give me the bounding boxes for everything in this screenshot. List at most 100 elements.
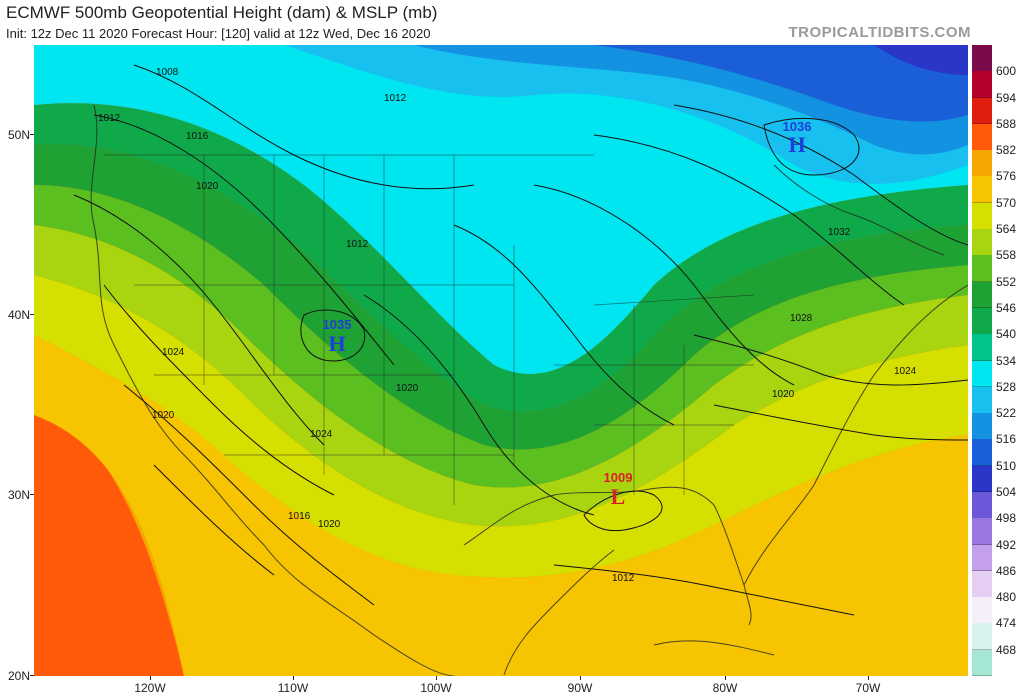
color-scale-label: 594 [996, 90, 1017, 105]
color-swatch [972, 229, 992, 256]
chart-title: ECMWF 500mb Geopotential Height (dam) & … [6, 3, 438, 22]
color-scale-label: 486 [996, 563, 1017, 578]
color-swatch [972, 439, 992, 467]
pressure-center-high-east: 1036 H [783, 119, 812, 157]
isobar-label: 1020 [152, 410, 175, 421]
color-swatch [972, 623, 992, 651]
color-swatch [972, 413, 992, 440]
isobar-label: 1020 [772, 389, 795, 400]
color-scale-label: 468 [996, 642, 1017, 657]
isobar-label: 1008 [156, 67, 179, 78]
color-scale-label: 558 [996, 248, 1017, 263]
color-swatch [972, 202, 992, 230]
lon-tick [580, 676, 581, 680]
svg-text:H: H [788, 132, 805, 157]
isobar-label: 1016 [288, 511, 311, 522]
lat-tick [30, 134, 34, 135]
band-552 [34, 185, 968, 488]
coastlines [90, 104, 968, 676]
lat-tick [30, 314, 34, 315]
color-scale-label: 582 [996, 143, 1017, 158]
color-swatch [972, 570, 992, 598]
color-scale-label: 492 [996, 537, 1017, 552]
color-swatch [972, 465, 992, 493]
svg-text:L: L [611, 484, 626, 509]
map-panel: 1008 1012 1016 1020 1012 1024 1020 1020 … [34, 45, 968, 676]
lat-label-30n: 30N [7, 488, 30, 502]
pressure-center-low-gulf: 1009 L [604, 470, 633, 509]
source-credit: TROPICALTIDBITS.COM [788, 24, 971, 41]
color-swatch [972, 97, 992, 125]
color-scale-label: 570 [996, 195, 1017, 210]
color-scale-label: 576 [996, 169, 1017, 184]
color-scale-label: 528 [996, 379, 1017, 394]
lon-label-80w: 80W [712, 681, 738, 695]
isobar-label: 1012 [98, 113, 121, 124]
isobar-label: 1012 [346, 239, 369, 250]
lon-tick [868, 676, 869, 680]
band-558 [34, 225, 968, 527]
color-scale-label: 534 [996, 353, 1017, 368]
isobar-label: 1016 [186, 131, 209, 142]
color-scale-label: 480 [996, 590, 1017, 605]
lat-tick [30, 494, 34, 495]
isobar-label: 1032 [828, 227, 851, 238]
color-swatch [972, 386, 992, 414]
isobar-label: 1012 [384, 93, 407, 104]
color-swatch [972, 649, 992, 677]
color-swatch [972, 281, 992, 309]
color-swatch [972, 307, 992, 335]
band-546 [34, 144, 968, 450]
lon-label-70w: 70W [855, 681, 881, 695]
pressure-center-high-west: 1035 H [323, 317, 352, 356]
band-540 [34, 103, 968, 413]
isobar-label: 1020 [396, 383, 419, 394]
color-swatch [972, 334, 992, 361]
color-scale-label: 504 [996, 484, 1017, 499]
lon-label-120w: 120W [134, 681, 166, 695]
lon-label-90w: 90W [567, 681, 593, 695]
lon-tick [436, 676, 437, 680]
lon-tick [293, 676, 294, 680]
isobar-label: 1028 [790, 313, 813, 324]
lat-label-50n: 50N [7, 128, 30, 142]
isobars [73, 64, 968, 616]
lon-label-110w: 110W [277, 681, 309, 695]
color-scale-label: 474 [996, 616, 1017, 631]
color-scale-label: 540 [996, 327, 1017, 342]
color-scale-label: 546 [996, 300, 1017, 315]
color-scale-label: 564 [996, 222, 1017, 237]
svg-text:1009: 1009 [604, 470, 633, 485]
color-scale-bar [972, 45, 992, 677]
color-swatch [972, 518, 992, 546]
color-swatch [972, 150, 992, 177]
color-swatch [972, 544, 992, 572]
color-swatch [972, 176, 992, 204]
color-scale-label: 588 [996, 116, 1017, 131]
color-swatch [972, 255, 992, 283]
color-swatch [972, 71, 992, 99]
color-scale-label: 498 [996, 511, 1017, 526]
color-scale-label: 522 [996, 406, 1017, 421]
color-swatch [972, 360, 992, 388]
isobar-label: 1024 [310, 429, 333, 440]
color-swatch [972, 123, 992, 151]
isobar-label: 1024 [894, 366, 917, 377]
forecast-info: Init: 12z Dec 11 2020 Forecast Hour: [12… [6, 26, 431, 41]
isobar-label: 1020 [196, 181, 219, 192]
lat-label-20n: 20N [7, 669, 30, 683]
lon-label-100w: 100W [420, 681, 452, 695]
isobar-label: 1012 [612, 573, 635, 584]
color-scale-label: 552 [996, 274, 1017, 289]
color-swatch [972, 45, 992, 72]
band-516 [594, 45, 968, 122]
color-scale-label: 510 [996, 458, 1017, 473]
svg-text:1036: 1036 [783, 119, 812, 134]
band-510 [874, 45, 968, 75]
color-swatch [972, 597, 992, 624]
band-564 [34, 275, 968, 578]
color-scale-label: 600 [996, 64, 1017, 79]
isobar-labels: 1008 1012 1016 1020 1012 1024 1020 1020 … [98, 67, 917, 584]
svg-text:H: H [328, 331, 345, 356]
lon-tick [150, 676, 151, 680]
